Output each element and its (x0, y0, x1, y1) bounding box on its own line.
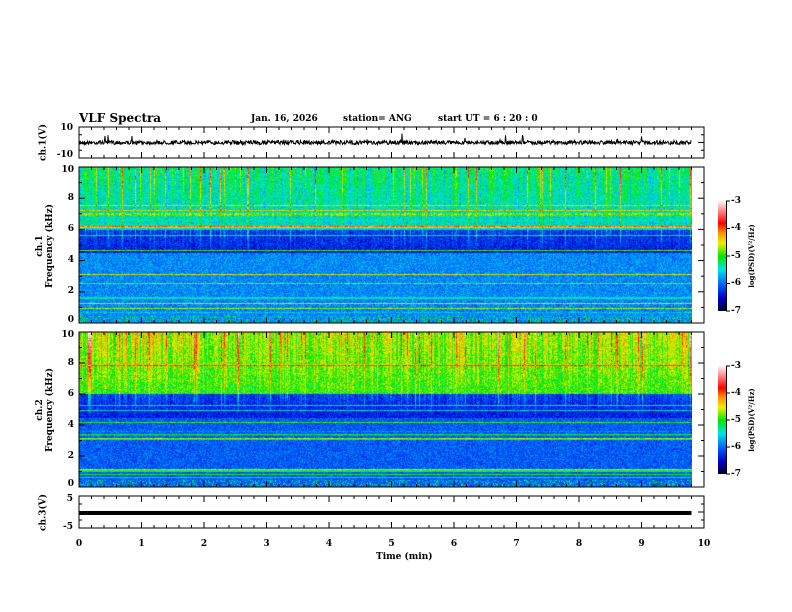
x-tick-label: 3 (263, 538, 270, 549)
ch2-ylabel: ch.2 Frequency (kHz) (35, 360, 55, 460)
ch2-spectrogram (79, 332, 692, 487)
freq-ytick: 0 (67, 314, 74, 325)
ch3-waveform (79, 510, 692, 515)
ch1-label: ch.1 (35, 235, 45, 257)
colorbar-tick-label: -4 (731, 223, 741, 233)
ch3v-ytick: -5 (63, 521, 73, 532)
freq-ytick: 10 (61, 329, 74, 340)
freq-ytick: 6 (67, 388, 74, 399)
panel-frame (78, 331, 705, 488)
freq-ytick: 2 (67, 450, 74, 461)
ch1v-ylabel: ch.1(V) (38, 124, 49, 161)
freq-label: Frequency (kHz) (45, 204, 55, 289)
colorbar-tick-label: -6 (731, 441, 741, 452)
ch1v-ytick: -10 (56, 149, 73, 160)
colorbar-tick-label: -6 (731, 278, 741, 288)
ch3v-ytick: 5 (66, 493, 73, 504)
ch1-waveform (78, 133, 692, 147)
colorbar-tick-label: -5 (731, 250, 741, 261)
x-tick-label: 1 (138, 538, 145, 549)
date-label: Jan. 16, 2026 (251, 114, 318, 124)
colorbar1-label: log(PSD)(V²/Hz) (747, 224, 756, 288)
x-tick-label: 5 (388, 538, 395, 549)
colorbar2-label: log(PSD)(V²/Hz) (747, 388, 756, 452)
colorbar-tick-label: -7 (731, 305, 741, 316)
x-tick-label: 8 (575, 538, 583, 549)
freq-ytick: 4 (67, 255, 74, 266)
colorbar-tick-label: -3 (731, 195, 741, 206)
freq-ytick: 0 (67, 478, 74, 489)
freq-ytick: 6 (67, 223, 74, 234)
x-tick-label: 4 (325, 538, 333, 549)
ch1-spectrogram (79, 167, 692, 323)
ch2-label: ch.2 (35, 399, 45, 421)
ch1-ylabel: ch.1 Frequency (kHz) (35, 196, 55, 296)
colorbar-tick-label: -7 (731, 468, 741, 479)
x-tick-label: 2 (200, 538, 208, 549)
station-label: station= ANG (343, 114, 412, 124)
freq-ytick: 8 (67, 357, 74, 368)
freq-label: Frequency (kHz) (45, 368, 55, 453)
freq-ytick: 4 (67, 419, 74, 430)
colorbar-tick-label: -4 (731, 387, 741, 398)
ch1-colorbar (718, 201, 726, 311)
x-tick-label: 10 (697, 538, 711, 549)
colorbar-tick-label: -5 (731, 414, 741, 425)
freq-ytick: 2 (67, 286, 74, 297)
x-axis-label: Time (min) (376, 552, 433, 562)
x-tick-label: 7 (513, 538, 520, 549)
x-tick-label: 6 (450, 538, 458, 549)
freq-ytick: 10 (61, 164, 74, 175)
ch3v-ylabel: ch.3(V) (38, 494, 49, 531)
panel-frame (78, 166, 705, 324)
freq-ytick: 8 (67, 192, 74, 203)
start-time-label: start UT = 6 : 20 : 0 (438, 114, 538, 124)
x-tick-label: 9 (638, 538, 645, 549)
x-tick-label: 0 (75, 538, 83, 549)
ch2-colorbar (718, 366, 726, 474)
figure-title: VLF Spectra (79, 111, 162, 125)
colorbar-tick-label: -3 (731, 360, 741, 371)
ch1v-ytick: 10 (60, 122, 73, 133)
